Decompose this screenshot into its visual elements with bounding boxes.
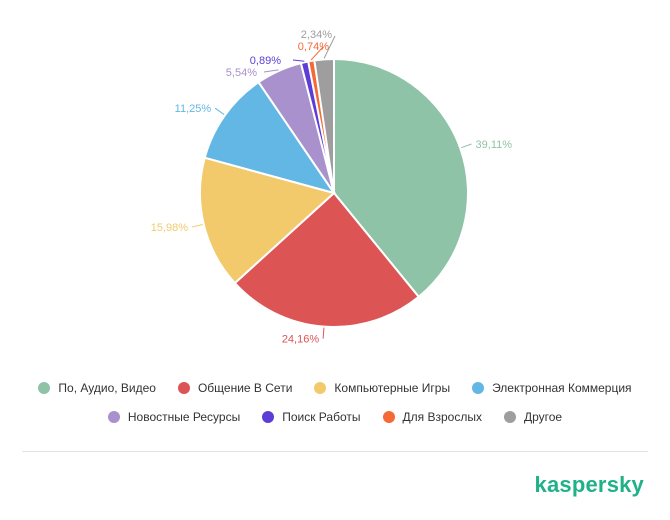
- leader-line-общение-в-сети: [322, 327, 325, 339]
- kaspersky-logo: kaspersky: [534, 472, 644, 497]
- legend-swatch-icon: [382, 411, 395, 423]
- legend-label: Для Взрослых: [402, 410, 482, 424]
- legend-item-поиск-работы: Поиск Работы: [262, 410, 361, 424]
- leader-line-компьютерные-игры: [191, 224, 203, 228]
- pie-slice-по-аудио-видео: [333, 57, 469, 299]
- legend-swatch-icon: [314, 382, 327, 394]
- legend-swatch-icon: [503, 411, 516, 423]
- data-label-поиск-работы: 0,89%: [250, 55, 281, 67]
- legend-swatch-icon: [107, 411, 120, 423]
- legend-swatch-icon: [472, 382, 485, 394]
- legend-swatch-icon: [38, 382, 51, 394]
- legend-row-1: По, Аудио, Видео Общение В Сети Компьютерн…: [0, 381, 670, 395]
- data-label-общение-в-сети: 24,16%: [282, 334, 320, 346]
- pie-slice-общение-в-сети: [233, 191, 421, 328]
- leader-line-новостные-ресурсы: [263, 69, 279, 73]
- footer-divider: [22, 451, 648, 452]
- legend-swatch-icon: [177, 382, 190, 394]
- pie-slice-компьютерные-игры: [199, 156, 337, 285]
- legend-label: Новостные Ресурсы: [127, 410, 241, 424]
- data-label-новостные-ресурсы: 5,54%: [226, 67, 257, 79]
- legend-label: Компьютерные Игры: [334, 381, 451, 395]
- legend-item-по-аудио-видео: По, Аудио, Видео: [38, 381, 156, 395]
- pie-chart: 39,11% 24,16% 15,98% 11,25% 5,54%0,89% 0,74%2…: [151, 29, 513, 346]
- legend-item-электронная-коммерция: Электронная Коммерция: [472, 381, 632, 395]
- legend-label: По, Аудио, Видео: [58, 381, 156, 395]
- pie-slice-электронная-коммерция: [203, 80, 337, 195]
- legend-label: Общение В Сети: [197, 381, 293, 395]
- leader-line-для-взрослых: [310, 46, 324, 61]
- legend-label: Другое: [523, 410, 563, 424]
- leader-line-по-аудио-видео: [461, 143, 472, 149]
- leader-line-электронная-коммерция: [214, 107, 225, 115]
- legend-item-новостные-ресурсы: Новостные Ресурсы: [107, 410, 241, 424]
- pie-slice-другое: [313, 57, 335, 194]
- leader-line-другое: [323, 35, 336, 59]
- legend-row-2: Новостные Ресурсы Поиск Работы Для Взрослы…: [0, 410, 670, 424]
- data-label-электронная-коммерция: 11,25%: [175, 103, 212, 115]
- legend-label: Электронная Коммерция: [492, 381, 632, 395]
- data-label-компьютерные-игры: 15,98%: [151, 222, 189, 234]
- data-label-для-взрослых: 0,74%: [298, 41, 329, 53]
- legend-item-другое: Другое: [503, 410, 563, 424]
- leader-line-поиск-работы: [292, 59, 305, 62]
- legend-item-для-взрослых: Для Взрослых: [382, 410, 482, 424]
- legend-swatch-icon: [262, 411, 275, 423]
- legend-label: Поиск Работы: [282, 410, 361, 424]
- legend-item-общение-в-сети: Общение В Сети: [177, 381, 293, 395]
- data-label-другое: 2,34%: [301, 29, 332, 41]
- data-label-по-аудио-видео: 39,11%: [476, 139, 513, 151]
- legend-item-компьютерные-игры: Компьютерные Игры: [314, 381, 450, 395]
